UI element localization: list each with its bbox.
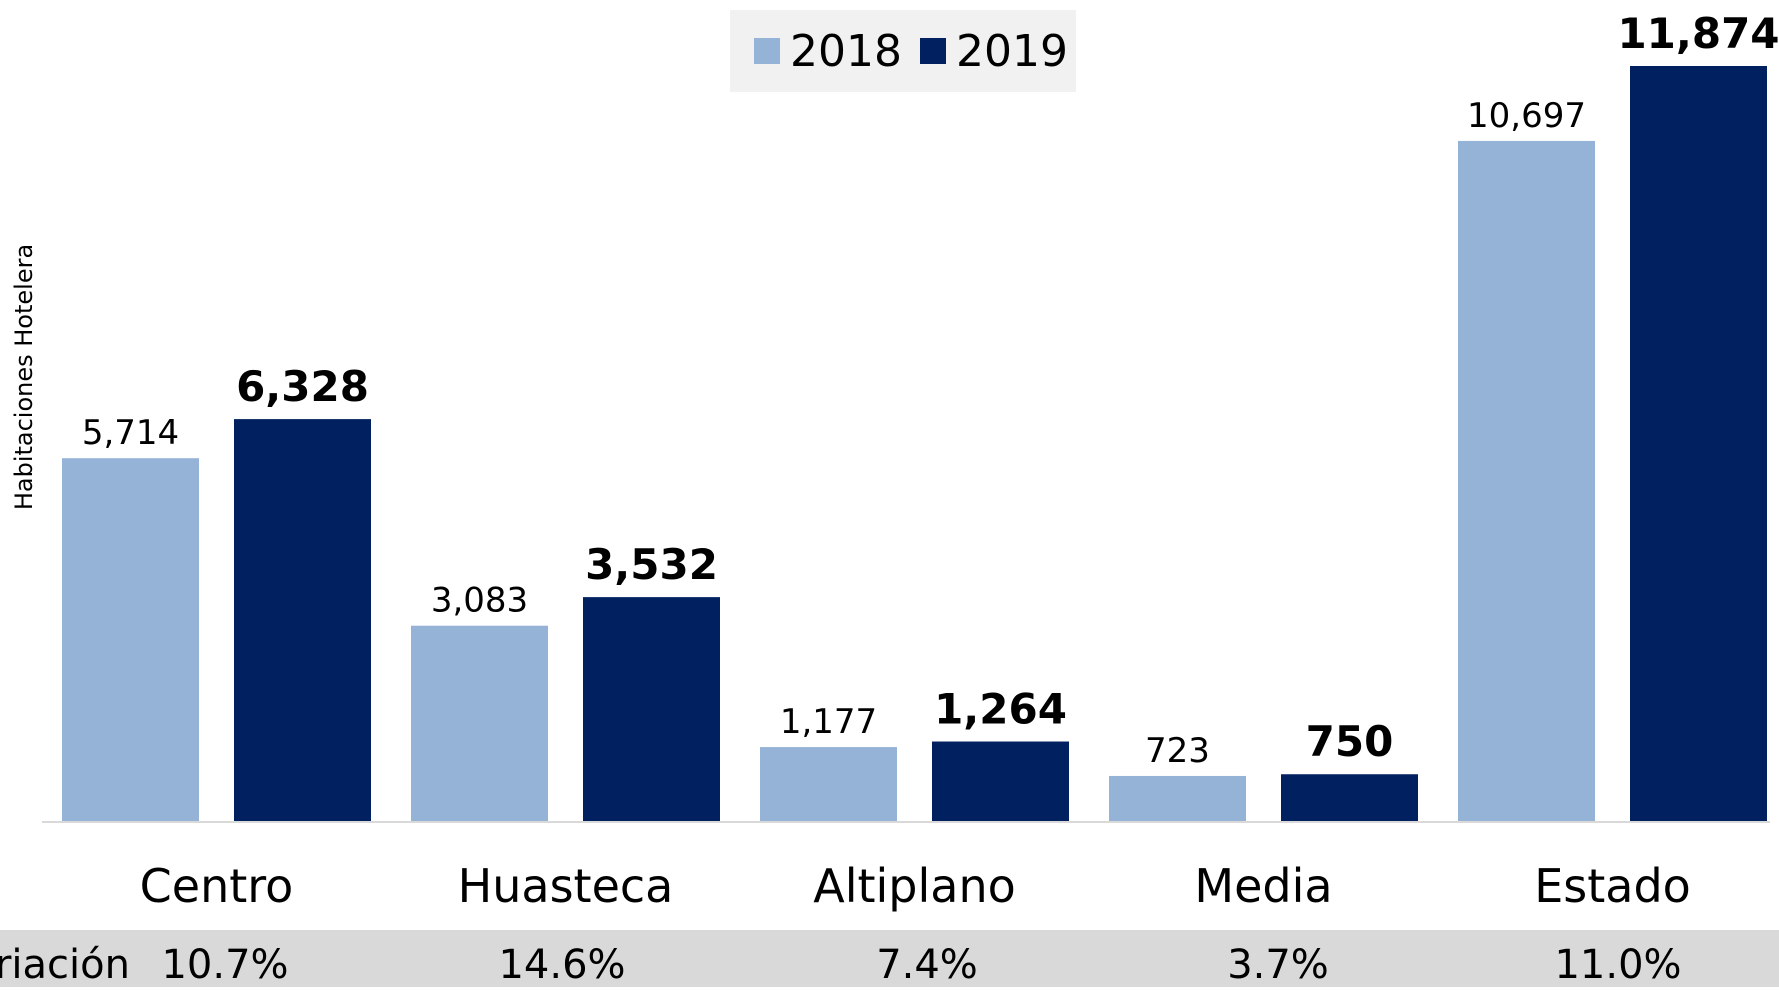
legend: 2018 2019: [730, 10, 1076, 92]
value-label-altiplano-2018: 1,177: [780, 702, 877, 742]
legend-label-2018: 2018: [790, 25, 902, 77]
value-label-estado-2018: 10,697: [1467, 96, 1586, 136]
value-label-centro-2019: 6,328: [236, 362, 369, 411]
bars-group: [62, 66, 1767, 822]
bar-altiplano-2018: [760, 747, 897, 822]
variation-value-media: 3.7%: [1227, 942, 1329, 988]
bar-estado-2018: [1458, 140, 1595, 822]
variation-value-altiplano: 7.4%: [876, 942, 978, 988]
legend-swatch-2018: [754, 38, 780, 64]
category-label-altiplano: Altiplano: [813, 859, 1016, 913]
y-axis-title-text: Habitaciones Hotelera: [10, 243, 38, 511]
value-label-estado-2019: 11,874: [1617, 9, 1779, 58]
category-labels-group: Centro Huasteca Altiplano Media Estado: [140, 859, 1691, 913]
bar-huasteca-2019: [583, 597, 720, 822]
variation-label-text: Variación:: [0, 942, 130, 987]
category-label-centro: Centro: [140, 859, 294, 913]
value-labels-group: 5,714 6,328 3,083 3,532 1,177 1,264 723 750 10,6…: [82, 9, 1779, 771]
value-label-altiplano-2019: 1,264: [934, 685, 1067, 734]
bar-centro-2018: [62, 458, 199, 822]
variation-band: [0, 930, 1779, 987]
legend-item-2018: 2018: [754, 10, 902, 92]
category-label-huasteca: Huasteca: [458, 859, 674, 913]
bar-media-2019: [1281, 774, 1418, 822]
variation-value-estado: 11.0%: [1554, 942, 1682, 988]
bar-huasteca-2018: [411, 625, 548, 822]
bar-estado-2019: [1630, 66, 1767, 822]
legend-swatch-2019: [920, 38, 946, 64]
bar-centro-2019: [234, 419, 371, 822]
variation-value-huasteca: 14.6%: [498, 942, 626, 988]
legend-label-2019: 2019: [956, 25, 1068, 77]
value-label-centro-2018: 5,714: [82, 413, 179, 453]
value-label-media-2019: 750: [1306, 717, 1394, 766]
bar-altiplano-2019: [932, 741, 1069, 822]
value-label-huasteca-2019: 3,532: [585, 540, 718, 589]
value-label-media-2018: 723: [1145, 731, 1210, 771]
variation-label: Variación:: [0, 930, 130, 987]
legend-item-2019: 2019: [920, 10, 1068, 92]
bar-media-2018: [1109, 775, 1246, 822]
category-label-media: Media: [1194, 859, 1332, 913]
category-label-estado: Estado: [1534, 859, 1691, 913]
value-label-huasteca-2018: 3,083: [431, 581, 528, 621]
variation-value-centro: 10.7%: [161, 942, 289, 988]
